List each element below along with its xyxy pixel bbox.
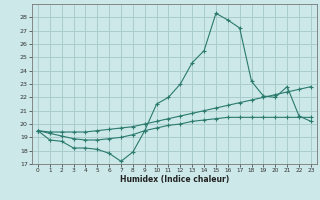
X-axis label: Humidex (Indice chaleur): Humidex (Indice chaleur) [120, 175, 229, 184]
